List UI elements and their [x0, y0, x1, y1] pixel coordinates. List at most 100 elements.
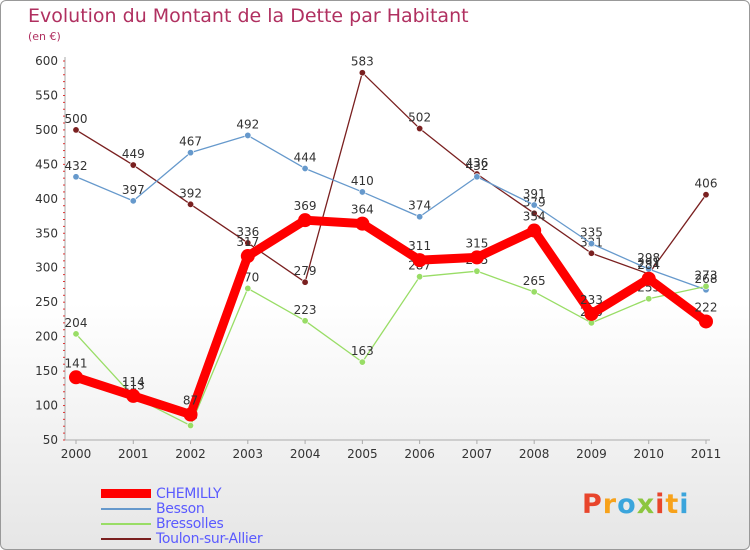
data-point [530, 201, 538, 209]
data-point [183, 407, 198, 422]
data-point [126, 388, 141, 403]
data-label: 317 [236, 235, 259, 249]
x-tick-label: 2003 [233, 447, 264, 461]
logo-letter: i [679, 489, 690, 520]
data-point [129, 197, 137, 205]
data-label: 410 [351, 174, 374, 188]
series-line [71, 215, 711, 420]
legend: CHEMILLY Besson Bressolles Toulon-sur-Al… [101, 485, 263, 547]
data-point [641, 271, 656, 286]
data-label: 500 [65, 112, 88, 126]
x-tick-label: 2000 [61, 447, 92, 461]
data-label: 311 [408, 239, 431, 253]
y-tick-label: 200 [35, 330, 58, 344]
legend-swatch-besson [101, 507, 151, 510]
y-tick-label: 300 [35, 261, 58, 275]
legend-label: Besson [156, 500, 205, 517]
data-point [298, 213, 313, 228]
data-point [240, 249, 255, 264]
x-tick-label: 2009 [576, 447, 607, 461]
data-label: 583 [351, 55, 374, 69]
legend-label: CHEMILLY [156, 485, 222, 502]
legend-item: Bressolles [101, 515, 262, 532]
data-point [645, 295, 653, 303]
data-label: 298 [637, 251, 660, 265]
data-label: 279 [294, 264, 317, 278]
legend-label: Bressolles [156, 515, 224, 532]
data-point [416, 273, 424, 281]
y-tick-label: 350 [35, 226, 58, 240]
data-label: 492 [236, 117, 259, 131]
data-label: 364 [351, 203, 374, 217]
data-label: 222 [695, 300, 718, 314]
data-point [699, 314, 713, 329]
data-label: 335 [580, 226, 603, 240]
data-point [469, 250, 484, 265]
data-point [69, 370, 83, 385]
data-point [72, 173, 80, 181]
legend-label: Toulon-sur-Allier [156, 530, 263, 547]
x-tick-label: 2005 [347, 447, 378, 461]
data-label: 273 [695, 268, 718, 282]
data-label: 113 [122, 379, 145, 393]
data-label: 141 [65, 356, 88, 370]
x-tick-label: 2001 [118, 447, 149, 461]
x-tick-label: 2007 [462, 447, 493, 461]
data-label: 467 [179, 135, 202, 149]
series-line [75, 72, 707, 283]
data-point [355, 216, 370, 231]
data-label: 233 [580, 293, 603, 307]
data-point [301, 317, 309, 325]
data-point [187, 422, 195, 430]
data-label: 336 [236, 225, 259, 239]
data-label: 204 [65, 316, 88, 330]
x-tick-label: 2004 [290, 447, 321, 461]
data-label: 284 [637, 258, 660, 272]
data-point [301, 278, 309, 286]
x-tick-label: 2006 [404, 447, 435, 461]
legend-swatch-bressolles [101, 522, 151, 525]
data-point [530, 288, 538, 296]
data-label: 374 [408, 199, 431, 213]
y-tick-label: 100 [35, 399, 58, 413]
data-point [416, 125, 424, 133]
data-label: 502 [408, 111, 431, 125]
data-point [584, 306, 599, 321]
data-point [72, 330, 80, 338]
data-point [358, 188, 366, 196]
data-point [358, 358, 366, 366]
data-label: 315 [465, 236, 488, 250]
data-label: 406 [695, 177, 718, 191]
series-line [75, 134, 707, 291]
y-tick-label: 150 [35, 364, 58, 378]
proxiti-logo: Proxiti [582, 489, 690, 520]
data-label: 449 [122, 147, 145, 161]
data-point [244, 239, 252, 247]
data-point [72, 126, 80, 134]
data-label: 268 [695, 272, 718, 286]
data-point [473, 173, 481, 181]
y-tick-label: 600 [35, 54, 58, 68]
legend-item: Besson [101, 500, 262, 517]
legend-item: CHEMILLY [101, 485, 262, 502]
y-tick-label: 400 [35, 192, 58, 206]
data-label: 397 [122, 183, 145, 197]
logo-letter: r [602, 489, 618, 520]
y-tick-label: 500 [35, 123, 58, 137]
data-point [416, 213, 424, 221]
series-line [75, 270, 707, 427]
chart-title: Evolution du Montant de la Dette par Hab… [28, 5, 469, 27]
legend-swatch-chemilly [101, 489, 151, 498]
y-tick-label: 450 [35, 157, 58, 171]
data-point [301, 164, 309, 172]
data-point [587, 249, 595, 257]
x-tick-label: 2002 [175, 447, 206, 461]
logo-letter: o [617, 489, 637, 520]
x-tick-label: 2011 [691, 447, 722, 461]
data-point [587, 240, 595, 248]
logo-letter: i [655, 489, 666, 520]
y-tick-label: 50 [43, 433, 58, 447]
data-label: 354 [523, 210, 546, 224]
